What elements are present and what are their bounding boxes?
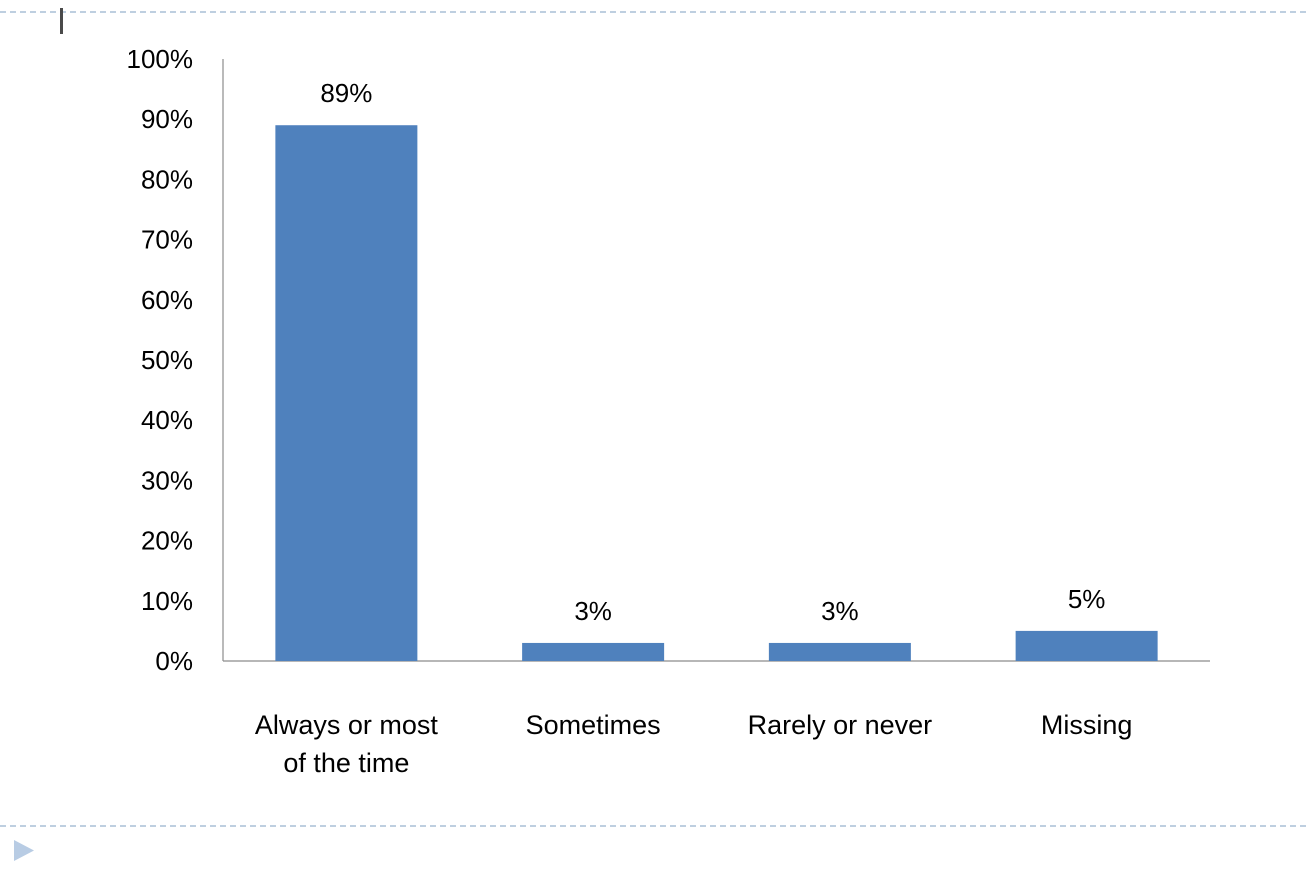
y-tick-label: 30% xyxy=(141,465,193,495)
data-label: 3% xyxy=(821,596,859,626)
y-tick-label: 50% xyxy=(141,345,193,375)
y-axis-ticks: 0% 10% 20% 30% 40% 50% 60% 70% 80% 90% 100% xyxy=(127,44,194,676)
text-cursor-mark xyxy=(60,8,63,34)
bar xyxy=(1015,630,1158,661)
y-tick-label: 70% xyxy=(141,225,193,255)
y-tick-label: 100% xyxy=(127,44,194,74)
x-category-label: Rarely or never xyxy=(748,710,933,740)
y-tick-label: 60% xyxy=(141,285,193,315)
x-category-label: Always or most of the time xyxy=(255,710,439,778)
bar-series xyxy=(275,125,1158,662)
x-category-label: Sometimes xyxy=(526,710,661,740)
x-category-label: Missing xyxy=(1041,710,1133,740)
y-tick-label: 20% xyxy=(141,526,193,556)
x-axis-labels: Always or most of the time Sometimes Rarely… xyxy=(255,710,1133,778)
y-tick-label: 80% xyxy=(141,164,193,194)
slide-decorations xyxy=(0,8,1310,861)
data-label: 3% xyxy=(574,596,612,626)
y-tick-label: 40% xyxy=(141,405,193,435)
triangle-right-icon xyxy=(14,840,34,861)
bar xyxy=(522,642,665,661)
bar xyxy=(768,642,911,661)
bar xyxy=(275,125,418,662)
data-labels: 89% 3% 3% 5% xyxy=(320,78,1105,626)
data-label: 5% xyxy=(1068,584,1106,614)
data-label: 89% xyxy=(320,78,372,108)
y-tick-label: 90% xyxy=(141,104,193,134)
y-tick-label: 10% xyxy=(141,586,193,616)
y-tick-label: 0% xyxy=(155,646,193,676)
